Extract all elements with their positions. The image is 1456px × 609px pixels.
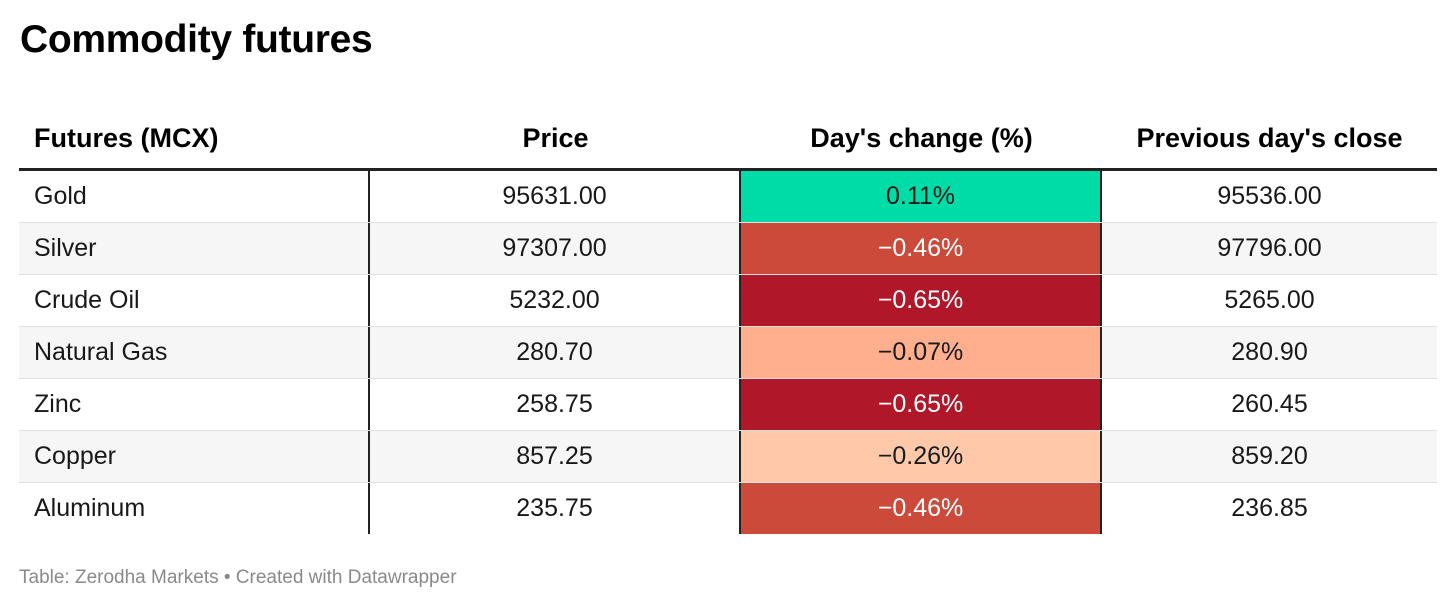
cell-futures-name: Aluminum [19, 483, 370, 534]
cell-day-change: 0.11% [741, 171, 1102, 222]
cell-futures-name: Natural Gas [19, 327, 370, 378]
cell-price: 5232.00 [370, 275, 741, 326]
commodity-table: Futures (MCX) Price Day's change (%) Pre… [19, 108, 1437, 534]
cell-price: 95631.00 [370, 171, 741, 222]
cell-price: 280.70 [370, 327, 741, 378]
table-header: Futures (MCX) Price Day's change (%) Pre… [19, 108, 1437, 171]
table-row: Crude Oil 5232.00 −0.65% 5265.00 [19, 275, 1437, 327]
cell-price: 258.75 [370, 379, 741, 430]
source-footer: Table: Zerodha Markets • Created with Da… [19, 567, 457, 588]
cell-futures-name: Copper [19, 431, 370, 482]
cell-day-change: −0.65% [741, 379, 1102, 430]
cell-futures-name: Gold [19, 171, 370, 222]
cell-day-change: −0.26% [741, 431, 1102, 482]
cell-price: 857.25 [370, 431, 741, 482]
cell-prev-close: 95536.00 [1217, 182, 1322, 210]
cell-prev-close: 280.90 [1231, 338, 1308, 366]
cell-day-change: −0.65% [741, 275, 1102, 326]
cell-day-change: −0.46% [741, 483, 1102, 534]
table-body: Gold 95631.00 0.11% 95536.00 Silver 97307.00−… [19, 171, 1437, 534]
table-row: Gold 95631.00 0.11% 95536.00 [19, 171, 1437, 223]
cell-futures-name: Crude Oil [19, 275, 370, 326]
cell-prev-close: 97796.00 [1217, 234, 1322, 262]
column-header-price[interactable]: Price [522, 122, 589, 153]
cell-prev-close: 260.45 [1231, 390, 1308, 418]
cell-prev-close: 859.20 [1231, 442, 1308, 470]
page-title: Commodity futures [20, 18, 373, 61]
column-header-futures[interactable]: Futures (MCX) [34, 122, 219, 153]
column-header-prev-close[interactable]: Previous day's close [1136, 122, 1403, 153]
cell-prev-close: 5265.00 [1224, 286, 1315, 314]
cell-futures-name: Silver [19, 223, 370, 274]
table-row: Silver 97307.00 −0.46% 97796.00 [19, 223, 1437, 275]
cell-futures-name: Zinc [19, 379, 370, 430]
table-row: Copper 857.25 −0.26% 859.20 [19, 431, 1437, 483]
cell-prev-close: 236.85 [1231, 494, 1308, 522]
cell-price: 235.75 [370, 483, 741, 534]
cell-price: 97307.00 [370, 223, 741, 274]
table-row: Aluminum 235.75 −0.46% 236.85 [19, 483, 1437, 534]
cell-day-change: −0.07% [741, 327, 1102, 378]
cell-day-change: −0.46% [741, 223, 1102, 274]
column-header-change[interactable]: Day's change (%) [810, 122, 1033, 153]
table-row: Natural Gas 280.70 −0.07% 280.90 [19, 327, 1437, 379]
table-row: Zinc 258.75 −0.65% 260.45 [19, 379, 1437, 431]
